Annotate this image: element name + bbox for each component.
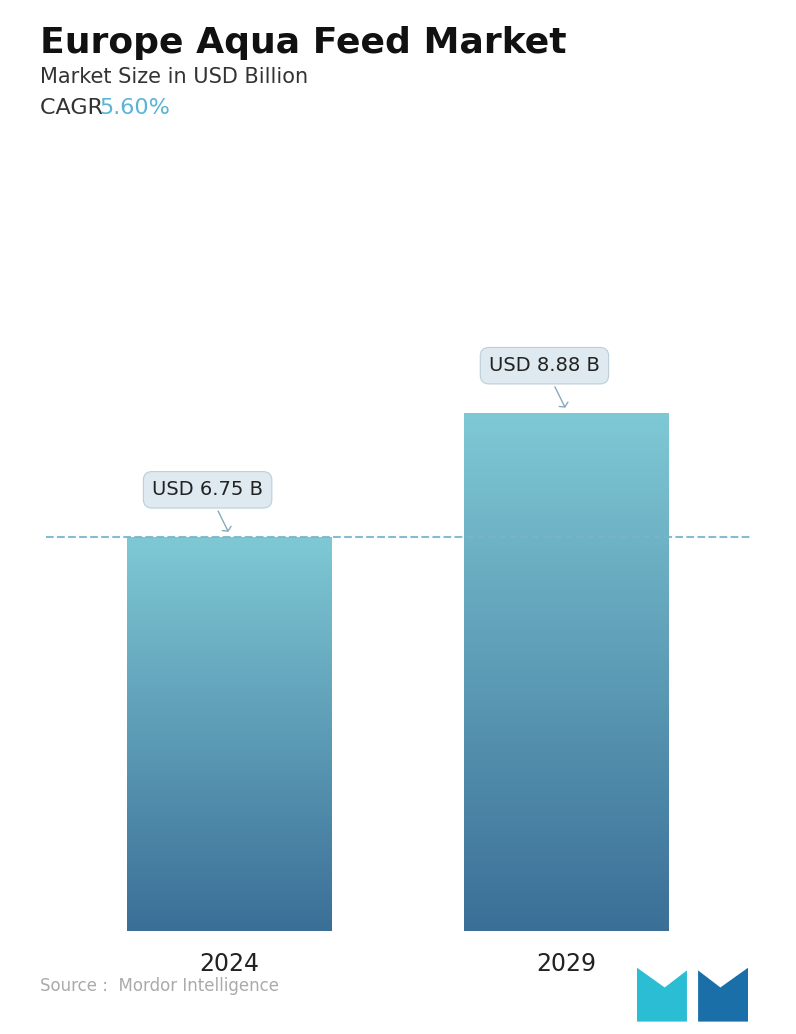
Text: CAGR: CAGR bbox=[40, 98, 110, 118]
Polygon shape bbox=[637, 968, 687, 1022]
Text: Market Size in USD Billion: Market Size in USD Billion bbox=[40, 67, 308, 87]
Text: USD 8.88 B: USD 8.88 B bbox=[489, 356, 600, 407]
Text: Europe Aqua Feed Market: Europe Aqua Feed Market bbox=[40, 26, 567, 60]
Text: Source :  Mordor Intelligence: Source : Mordor Intelligence bbox=[40, 977, 279, 995]
Text: USD 6.75 B: USD 6.75 B bbox=[152, 481, 263, 531]
Text: 5.60%: 5.60% bbox=[100, 98, 170, 118]
Polygon shape bbox=[698, 968, 748, 1022]
